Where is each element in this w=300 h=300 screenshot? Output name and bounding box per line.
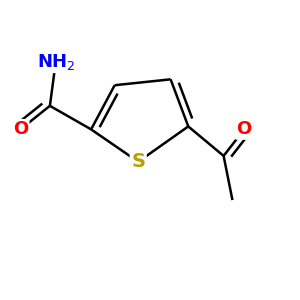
Text: S: S (131, 152, 145, 171)
Text: O: O (13, 120, 28, 138)
Text: NH$_2$: NH$_2$ (37, 52, 75, 72)
Text: O: O (237, 120, 252, 138)
